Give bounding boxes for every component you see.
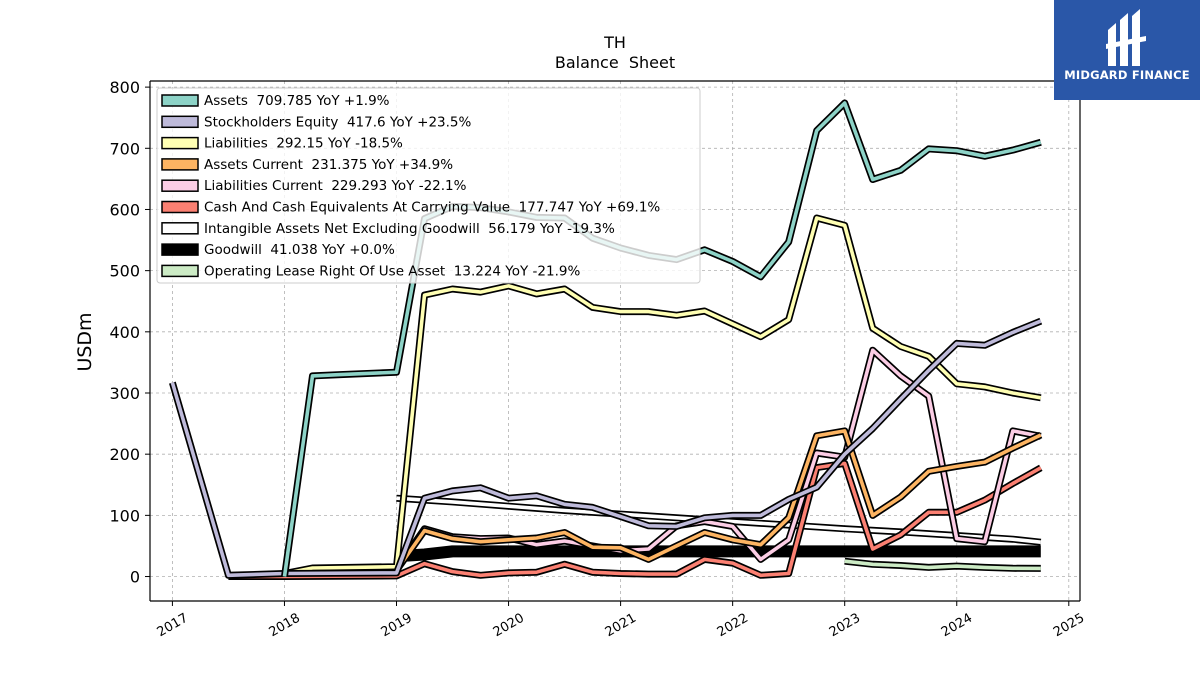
legend-entry: Cash And Cash Equivalents At Carrying Va…: [161, 200, 660, 216]
legend: Assets 709.785 YoY +1.9% Stockholders Equ…: [156, 87, 701, 284]
x-tick-label: 2021: [603, 611, 639, 641]
series-line: [228, 461, 1042, 579]
legend-label: Operating Lease Right Of Use Asset 13.22…: [204, 263, 580, 279]
x-tick-label: 2017: [155, 611, 191, 641]
legend-label: Liabilities 292.15 YoY -18.5%: [204, 136, 403, 152]
y-tick-label: 300: [109, 384, 140, 403]
series-line-outline: [396, 545, 1041, 563]
legend-swatch: [161, 200, 199, 214]
legend-swatch: [161, 222, 199, 235]
legend-swatch: [161, 158, 199, 171]
legend-label: Goodwill 41.038 YoY +0.0%: [204, 242, 395, 258]
y-tick-label: 800: [109, 78, 140, 97]
legend-label: Stockholders Equity 417.6 YoY +23.5%: [204, 114, 472, 130]
logo-text: MIDGARD FINANCE: [1064, 68, 1190, 82]
y-tick-label: 700: [109, 139, 140, 158]
series-goodwill: [396, 545, 1041, 563]
legend-label: Intangible Assets Net Excluding Goodwill…: [204, 221, 615, 237]
legend-entry: Intangible Assets Net Excluding Goodwill…: [161, 221, 615, 237]
y-axis-label: USDm: [74, 312, 96, 371]
x-tick-label: 2025: [1051, 611, 1087, 641]
y-tick-label: 600: [109, 200, 140, 219]
series-stockholders-equity: [169, 317, 1043, 579]
legend-swatch: [161, 264, 199, 278]
legend-entry: Assets 709.785 YoY +1.9%: [161, 93, 390, 109]
legend-swatch: [161, 94, 199, 107]
series-line: [844, 559, 1041, 571]
x-tick-label: 2019: [379, 611, 415, 641]
chart-title: TH: [603, 33, 626, 52]
legend-label: Assets Current 231.375 YoY +34.9%: [204, 157, 453, 173]
x-tick-label: 2022: [715, 611, 751, 641]
series-line: [170, 319, 1042, 578]
series-liabilities: [283, 214, 1042, 577]
legend-entry: Liabilities Current 229.293 YoY -22.1%: [161, 178, 467, 194]
legend-swatch: [161, 243, 199, 256]
legend-label: Assets 709.785 YoY +1.9%: [204, 93, 390, 109]
legend-entry: Liabilities 292.15 YoY -18.5%: [161, 136, 403, 152]
y-tick-label: 400: [109, 323, 140, 342]
legend-swatch: [161, 136, 199, 150]
x-tick-label: 2018: [267, 611, 303, 641]
series-line: [395, 429, 1042, 572]
legend-box: [156, 87, 701, 284]
legend-swatch: [161, 115, 199, 129]
x-tick-label: 2024: [939, 611, 975, 641]
legend-label: Liabilities Current 229.293 YoY -22.1%: [204, 178, 467, 194]
chart-subtitle: Balance Sheet: [555, 53, 675, 72]
y-tick-label: 200: [109, 445, 140, 464]
y-tick-label: 500: [109, 262, 140, 281]
legend-entry: Assets Current 231.375 YoY +34.9%: [161, 157, 453, 173]
y-tick-label: 0: [130, 568, 140, 587]
midgard-finance-logo: MIDGARD FINANCE: [1054, 0, 1200, 100]
series-assets-current: [393, 427, 1043, 573]
legend-label: Cash And Cash Equivalents At Carrying Va…: [204, 200, 660, 216]
legend-entry: Goodwill 41.038 YoY +0.0%: [161, 242, 395, 258]
x-tick-label: 2020: [491, 611, 527, 641]
legend-entry: Operating Lease Right Of Use Asset 13.22…: [161, 263, 580, 279]
x-tick-label: 2023: [827, 611, 863, 641]
legend-entry: Stockholders Equity 417.6 YoY +23.5%: [161, 114, 472, 130]
series-operating-lease-right-of-use-asset: [844, 557, 1041, 572]
logo-mark-icon: [1106, 9, 1146, 66]
series-cash-and-cash-equivalents-at-carrying-value: [228, 459, 1043, 580]
legend-swatch: [161, 179, 199, 192]
y-tick-label: 100: [109, 506, 140, 525]
series-line: [284, 216, 1042, 576]
